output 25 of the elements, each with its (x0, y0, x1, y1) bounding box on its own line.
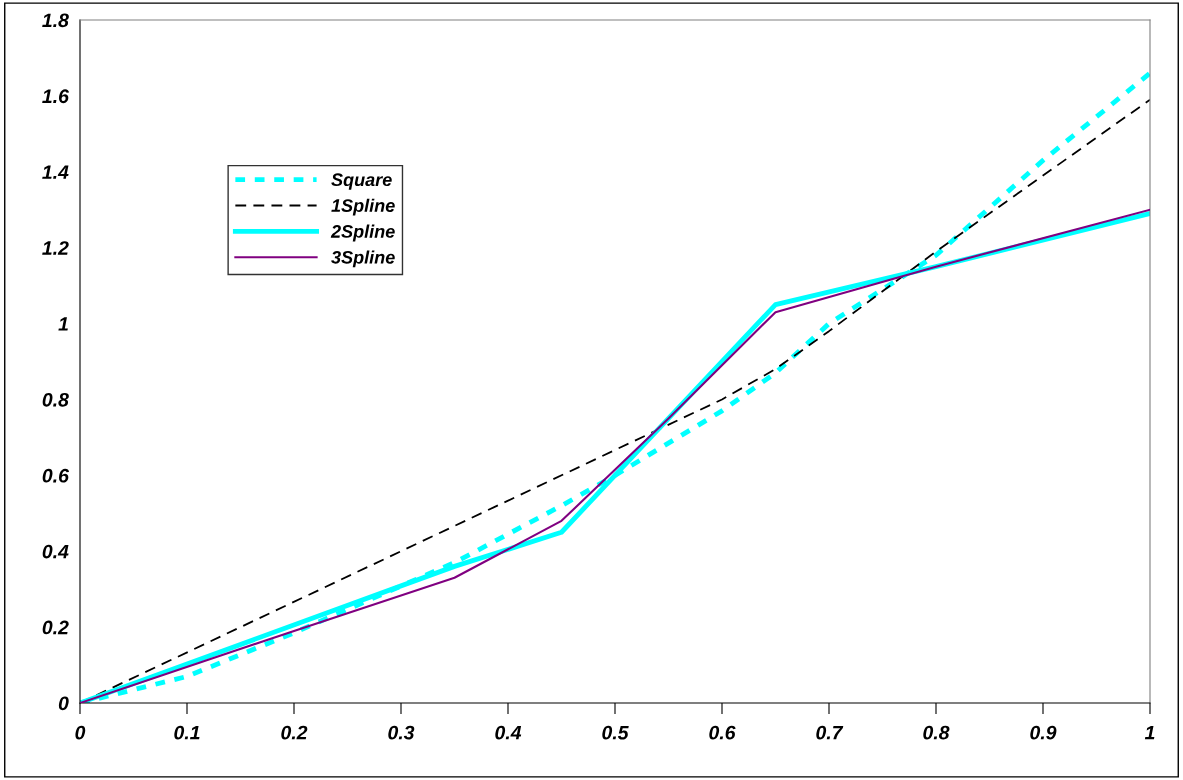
y-tick-label: 1 (58, 317, 68, 331)
x-tick-label: 0.4 (495, 725, 522, 740)
legend-label: 1Spline (331, 198, 395, 216)
legend-label: 2Spline (330, 224, 395, 242)
y-tick-label: 0.6 (42, 468, 69, 483)
x-tick-label: 0.8 (923, 725, 950, 740)
x-tick-label: 0.5 (602, 725, 629, 740)
x-tick-label: 0.2 (281, 725, 308, 740)
x-tick-label: 0.7 (816, 725, 844, 740)
y-tick-label: 0.2 (42, 620, 69, 635)
y-tick-label: 0.8 (42, 392, 69, 407)
x-tick-label: 0.9 (1030, 725, 1057, 740)
x-tick-label: 0.1 (174, 725, 200, 740)
legend-label: Square (331, 173, 392, 190)
y-tick-label: 0 (58, 696, 69, 711)
y-tick-label: 0.4 (42, 544, 69, 559)
y-tick-label: 1.8 (42, 13, 69, 28)
x-tick-label: 0 (75, 725, 86, 740)
x-tick-label: 0.6 (709, 725, 736, 740)
y-tick-label: 1.4 (42, 165, 69, 179)
y-tick-label: 1.6 (42, 89, 69, 104)
y-tick-label: 1.2 (42, 241, 69, 255)
x-tick-label: 0.3 (388, 725, 415, 740)
x-tick-label: 1 (1144, 725, 1155, 740)
legend-label: 3Spline (331, 250, 395, 268)
